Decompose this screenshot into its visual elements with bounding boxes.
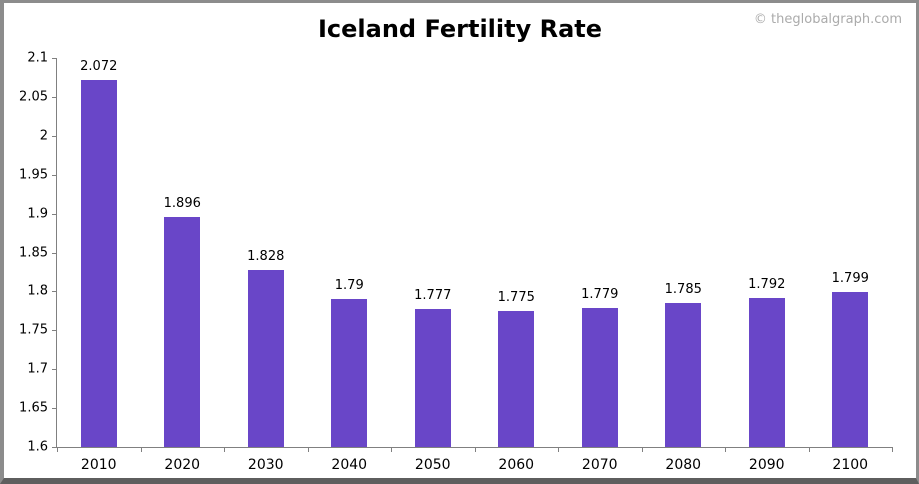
y-axis-tick — [52, 291, 57, 293]
bar-slot: 2.072 2010 — [57, 58, 141, 473]
x-axis-tick — [558, 447, 559, 452]
y-axis-tick — [52, 213, 57, 215]
bar-slot: 1.828 2030 — [224, 58, 308, 473]
y-axis-tick — [52, 447, 57, 448]
bar-slot: 1.792 2090 — [725, 58, 809, 473]
bar-2060 — [498, 310, 535, 447]
watermark: © theglobalgraph.com — [753, 12, 902, 27]
bar-value-label: 2.072 — [80, 58, 118, 74]
x-axis-label: 2090 — [748, 457, 785, 473]
bar-slot: 1.785 2080 — [642, 58, 726, 473]
y-axis-tick — [52, 330, 57, 332]
y-axis-tick — [52, 135, 57, 137]
bar-2050 — [414, 309, 451, 447]
y-axis-tick-label: 2.1 — [27, 50, 48, 66]
y-axis-tick — [52, 369, 57, 371]
bar-slot: 1.779 2070 — [558, 58, 642, 473]
bar-2020 — [164, 216, 201, 447]
bar-2010 — [80, 79, 117, 447]
bar-slot: 1.777 2050 — [391, 58, 475, 473]
x-axis-tick — [140, 447, 142, 452]
bar-slot: 1.775 2060 — [475, 58, 559, 473]
y-axis-tick-label: 1.8 — [27, 283, 48, 299]
y-axis-tick — [52, 58, 57, 59]
x-axis-label: 2080 — [665, 457, 702, 473]
x-axis-tick — [57, 447, 58, 452]
bar-value-label: 1.828 — [247, 248, 285, 264]
x-axis-label: 2030 — [247, 457, 284, 473]
bar-value-label: 1.792 — [748, 276, 786, 292]
bar-2040 — [331, 299, 368, 447]
y-axis-tick-label: 1.6 — [27, 439, 48, 455]
bar-2100 — [832, 292, 869, 447]
bar-value-label: 1.896 — [163, 195, 201, 211]
y-axis-tick — [52, 174, 57, 176]
bar-value-label: 1.799 — [831, 271, 869, 287]
y-axis-tick-label: 1.7 — [27, 361, 48, 377]
bar-2080 — [665, 303, 702, 447]
bar-2090 — [748, 297, 785, 447]
x-axis-label: 2050 — [414, 457, 451, 473]
bar-slot: 1.79 2040 — [308, 58, 392, 473]
x-axis-label: 2020 — [164, 457, 201, 473]
y-axis-tick — [52, 96, 57, 98]
x-axis-tick — [641, 447, 643, 452]
x-axis-tick — [725, 447, 726, 452]
chart-title: Iceland Fertility Rate — [317, 15, 603, 43]
bar-2070 — [581, 307, 618, 447]
y-axis-tick-label: 1.95 — [19, 167, 48, 183]
bar-value-label: 1.777 — [414, 288, 452, 304]
x-axis-tick — [808, 447, 810, 452]
x-axis-label: 2060 — [498, 457, 535, 473]
y-axis-tick-label: 2 — [39, 128, 48, 144]
y-axis-tick — [52, 408, 57, 410]
bar-value-label: 1.775 — [497, 289, 535, 305]
x-axis-tick — [391, 447, 392, 452]
x-axis-label: 2010 — [80, 457, 117, 473]
y-axis-tick-label: 1.75 — [19, 322, 48, 338]
bar-slot: 1.799 2100 — [809, 58, 893, 473]
y-axis-tick-label: 1.9 — [27, 206, 48, 222]
bar-slot: 1.896 2020 — [141, 58, 225, 473]
x-axis-tick — [224, 447, 225, 452]
x-axis-label: 2100 — [832, 457, 869, 473]
x-axis-tick — [474, 447, 476, 452]
y-axis-tick-label: 2.05 — [19, 89, 48, 105]
bar-value-label: 1.779 — [581, 286, 619, 302]
y-axis-tick — [52, 252, 57, 254]
y-axis-tick-label: 1.85 — [19, 245, 48, 260]
bar-2030 — [247, 269, 284, 447]
y-axis-tick-label: 1.65 — [19, 400, 48, 416]
bar-value-label: 1.79 — [334, 278, 364, 294]
x-axis-tick — [307, 447, 309, 452]
x-axis-label: 2070 — [581, 457, 618, 473]
x-axis-tick — [892, 447, 893, 452]
plot-area: 2.1 2.05 2 1.95 1.9 1.85 1.8 1.75 1.7 1.65 1.6 2.07… — [19, 52, 893, 473]
bar-value-label: 1.785 — [664, 282, 702, 298]
x-axis-label: 2040 — [331, 457, 368, 473]
